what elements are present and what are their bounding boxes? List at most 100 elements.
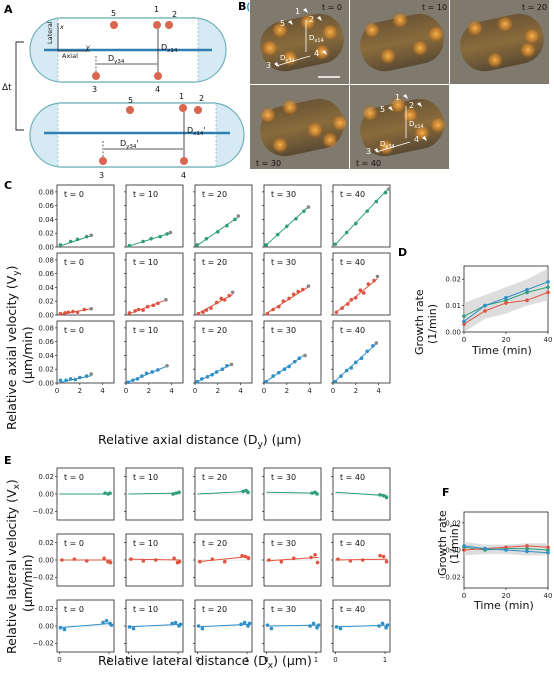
subplot: t = 0 −0.02 0.00 0.02 — [33, 467, 115, 521]
panel-d: D 0.000.010.020 20 40 Growth rate (1/min) … — [398, 246, 552, 357]
time-label: t = 40 — [340, 258, 365, 267]
x-tick-label: 0 — [57, 656, 61, 664]
data-point — [277, 304, 281, 309]
data-point — [246, 490, 250, 495]
data-point — [316, 623, 321, 627]
x-tick-label: 0 — [262, 387, 266, 395]
time-label: t = 10 — [133, 190, 158, 199]
data-point — [349, 366, 354, 370]
data-point — [129, 557, 133, 561]
microscopy-tile: t = 10 — [350, 0, 449, 84]
dy34-prime-label: Dy34' — [120, 139, 139, 150]
data-point — [225, 363, 229, 368]
c-ylabel: Relative axial velocity (Vy) — [4, 266, 22, 431]
marker-label: 2 — [309, 15, 314, 24]
time-label: t = 40 — [356, 159, 381, 168]
time-label: t = 0 — [64, 258, 84, 267]
data-point — [109, 623, 114, 627]
data-point — [277, 370, 281, 375]
data-point — [172, 556, 176, 561]
series-point — [483, 309, 487, 313]
dx14-prime-label: Dx14' — [187, 126, 206, 137]
dx14-label: Dx14 — [161, 43, 178, 54]
data-point — [150, 370, 155, 374]
marker-label-4: 4 — [155, 85, 160, 94]
data-point — [361, 291, 366, 295]
y-tick-label: 0.00 — [38, 379, 54, 387]
marker-label-4: 4 — [181, 171, 186, 180]
data-point — [174, 491, 178, 495]
data-point — [153, 558, 158, 562]
subplot: t = 30 — [262, 533, 322, 587]
data-point — [366, 282, 371, 286]
data-point — [354, 221, 358, 226]
x-tick-label: 0 — [126, 656, 130, 664]
y-tick-label: 0.02 — [38, 539, 54, 547]
data-point — [62, 627, 67, 632]
marker-label-1: 1 — [154, 5, 159, 14]
y-tick-label: 0.08 — [38, 188, 54, 196]
subplot: t = 40 0 1 — [331, 599, 391, 664]
y-tick-label: 0.06 — [38, 338, 54, 346]
x-tick-label: 2 — [147, 387, 151, 395]
subplot-frame — [56, 320, 115, 384]
axial-velocity-grid: t = 00.000.020.040.060.08 t = 10 t = 20 t =… — [38, 184, 391, 395]
data-point — [127, 243, 132, 248]
c-xlabel: Relative axial distance (Dy) (μm) — [98, 432, 302, 450]
e-xlabel: Relative lateral distance (Dx) (μm) — [98, 653, 312, 671]
y-tick-label: 0.00 — [38, 556, 54, 564]
x-tick-label: 2 — [216, 387, 220, 395]
data-point — [214, 370, 219, 374]
x-tick-label: 0 — [195, 656, 199, 664]
data-point — [275, 232, 280, 237]
subplot: t = 0 0.00 0.02 0.04 0.06 0.08 0 2 4 — [38, 320, 115, 395]
data-point — [282, 367, 287, 372]
data-point — [236, 214, 241, 218]
data-point — [60, 558, 64, 562]
data-point — [140, 374, 144, 378]
marker-3 — [99, 157, 107, 165]
data-point — [287, 296, 291, 301]
subplot: t = 40 — [331, 252, 391, 316]
data-point — [240, 553, 244, 558]
data-point — [89, 233, 93, 238]
e-ylabel-unit: (μm/min) — [20, 554, 35, 612]
y-tick-label: 0.04 — [38, 284, 54, 292]
data-point — [308, 624, 312, 628]
marker-label-3: 3 — [99, 171, 104, 180]
panel-f: F −0.02 0.00 0.02 0 20 40 Growth rate (1/min)… — [436, 486, 552, 612]
data-point — [196, 624, 201, 628]
x-tick-label: 0 — [333, 656, 337, 664]
y-tick-label: 0.02 — [445, 276, 461, 284]
subplot: t = 20 — [193, 467, 253, 521]
data-point — [68, 239, 73, 244]
data-point — [333, 242, 338, 247]
x-tick-label: 1 — [314, 656, 318, 664]
data-point — [173, 620, 178, 625]
subplot-frame — [263, 252, 322, 316]
data-point — [315, 560, 320, 565]
x-tick-label: 40 — [544, 336, 553, 344]
data-point — [102, 556, 106, 561]
fit-line — [197, 556, 250, 563]
time-label: t = 40 — [340, 605, 365, 614]
subplot: t = 10 — [124, 252, 184, 316]
data-point — [339, 374, 343, 378]
y-tick-label: −0.02 — [33, 640, 54, 648]
y-tick-label: 0.08 — [38, 324, 54, 332]
subplot: t = 20 — [193, 533, 253, 587]
delta-t-bracket — [15, 41, 24, 131]
data-point — [84, 374, 89, 378]
data-point — [267, 558, 271, 562]
svg-text:Dy34: Dy34 — [380, 140, 395, 150]
time-label: t = 0 — [322, 3, 342, 12]
data-point — [247, 621, 252, 626]
data-point — [349, 298, 354, 302]
y-tick-label: 0.04 — [38, 352, 54, 360]
data-point — [75, 237, 80, 242]
time-label: t = 20 — [202, 539, 227, 548]
data-point — [177, 559, 182, 564]
series-point — [462, 319, 466, 324]
f-xlabel: Time (min) — [473, 599, 534, 612]
